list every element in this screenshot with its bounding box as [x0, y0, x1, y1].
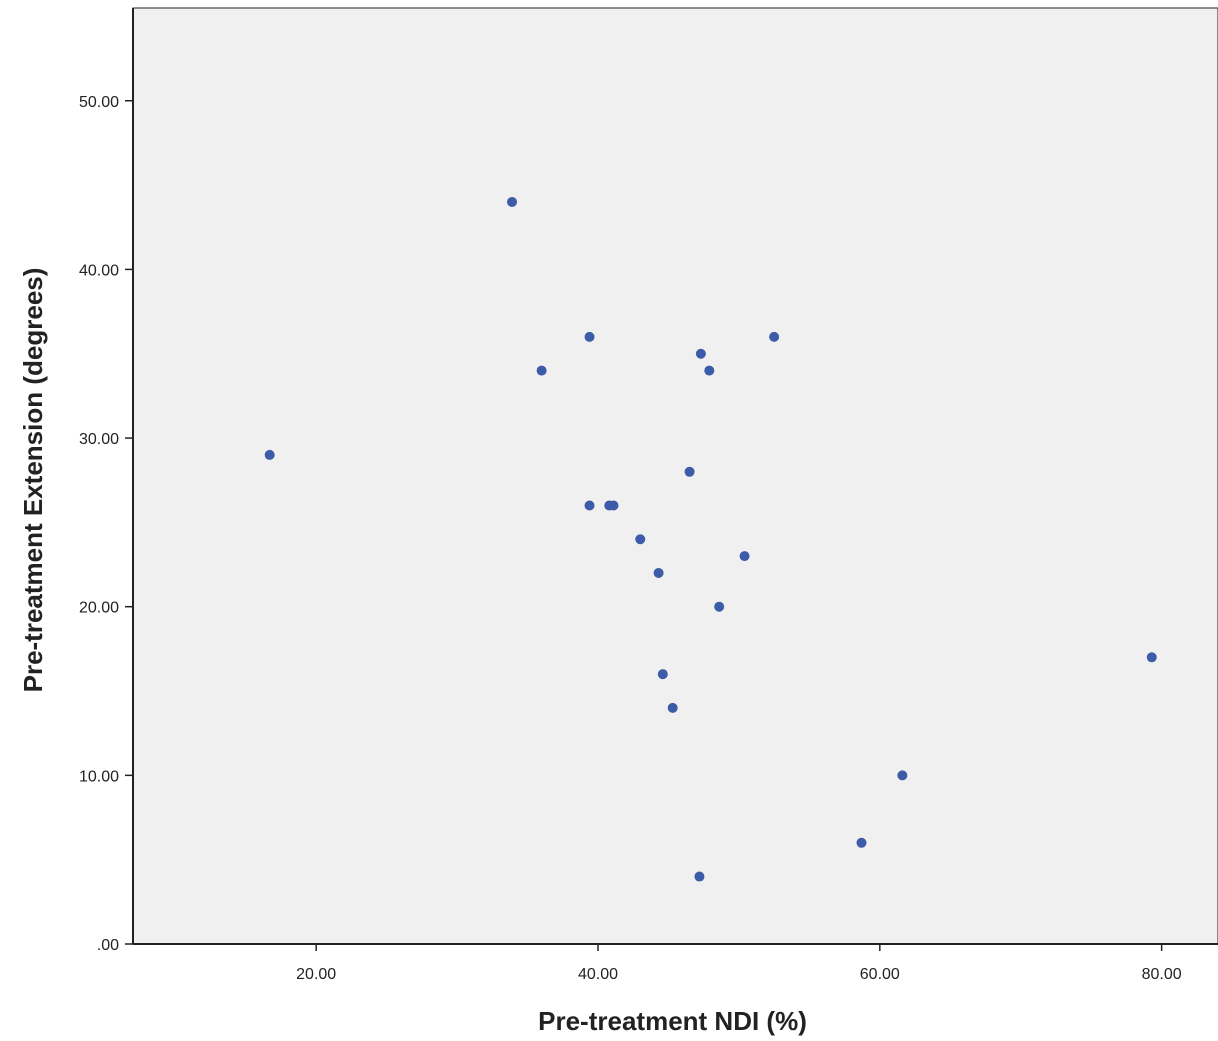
- data-point: [584, 331, 595, 342]
- data-point: [264, 449, 275, 460]
- data-point: [653, 567, 664, 578]
- data-point: [897, 770, 908, 781]
- y-tick-label: 20.00: [79, 600, 119, 617]
- y-axis-ticks: .00 10.00 20.00 30.00 40.00 50.00: [79, 94, 133, 954]
- data-point: [856, 837, 867, 848]
- data-point: [714, 601, 725, 612]
- data-point: [769, 331, 780, 342]
- data-point: [507, 196, 518, 207]
- data-point: [667, 702, 678, 713]
- data-point: [739, 551, 750, 562]
- data-point: [584, 500, 595, 511]
- y-tick-label: 50.00: [79, 94, 119, 111]
- data-point: [536, 365, 547, 376]
- y-axis-title: Pre-treatment Extension (degrees): [18, 268, 48, 693]
- y-tick-label: .00: [97, 937, 119, 954]
- data-point: [608, 500, 619, 511]
- plot-area: [132, 7, 1218, 945]
- x-axis-ticks: 20.00 40.00 60.00 80.00: [296, 944, 1182, 983]
- data-point: [704, 365, 715, 376]
- x-axis-title: Pre-treatment NDI (%): [538, 1006, 807, 1036]
- x-tick-label: 20.00: [296, 966, 336, 983]
- x-tick-label: 60.00: [860, 966, 900, 983]
- y-tick-label: 10.00: [79, 768, 119, 785]
- data-point: [695, 348, 706, 359]
- data-point: [1146, 652, 1157, 663]
- x-tick-label: 80.00: [1142, 966, 1182, 983]
- data-point: [684, 466, 695, 477]
- x-tick-label: 40.00: [578, 966, 618, 983]
- y-tick-label: 40.00: [79, 262, 119, 279]
- data-point: [635, 534, 646, 545]
- data-point: [694, 871, 705, 882]
- data-point: [657, 669, 668, 680]
- y-tick-label: 30.00: [79, 431, 119, 448]
- data-points: [264, 196, 1157, 882]
